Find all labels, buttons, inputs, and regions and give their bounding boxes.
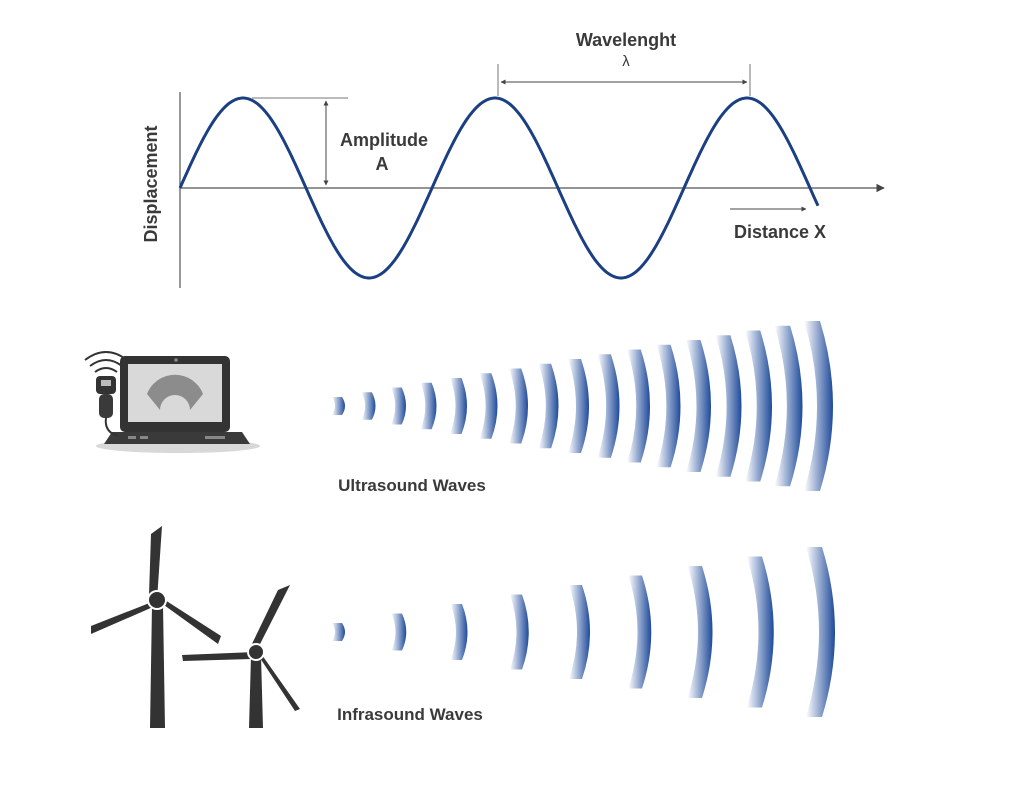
ultrasound-wave-band <box>450 378 467 434</box>
infrasound-wave-band <box>806 547 835 717</box>
wind-turbine-large <box>91 526 221 728</box>
infrasound-wave-band <box>687 566 713 698</box>
infrasound-wave-band <box>628 575 652 689</box>
ultrasound-wave-band <box>509 368 528 444</box>
infrasound-wave-band <box>746 556 774 708</box>
amplitude-label: Amplitude <box>340 130 428 150</box>
wind-turbine-small <box>182 585 300 728</box>
ultrasound-wave-band <box>420 382 437 430</box>
ultrasound-machine-icon <box>84 351 260 453</box>
ultrasound-wave-band <box>774 325 803 487</box>
y-axis-label: Displacement <box>141 125 161 242</box>
infrasound-wave-band <box>569 585 590 679</box>
ultrasound-wave-band <box>627 349 650 463</box>
ultrasound-wave-band <box>361 392 376 420</box>
ultrasound-wave-band <box>656 344 681 468</box>
ultrasound-wave-band <box>745 330 772 482</box>
wavelength-symbol: λ <box>622 53 630 70</box>
ultrasound-wave-band <box>538 363 559 449</box>
ultrasound-wave-band <box>804 321 833 491</box>
ultrasound-wave-band <box>391 387 406 425</box>
wind-turbine-icon <box>91 526 300 728</box>
wavelength-label: Wavelenght <box>576 30 676 50</box>
infrasound-wave-bands <box>332 547 835 717</box>
infrasound-wave-band <box>509 594 529 670</box>
ultrasound-wave-bands <box>332 321 833 491</box>
amplitude-symbol: A <box>376 154 389 174</box>
x-axis-label: Distance X <box>734 222 826 242</box>
infrasound-wave-band <box>332 623 345 641</box>
infrasound-label: Infrasound Waves <box>337 705 483 724</box>
sine-wave <box>178 96 820 280</box>
ultrasound-wave-band <box>332 397 345 415</box>
infrasound-wave-band <box>450 604 468 660</box>
ultrasound-wave-band <box>686 340 711 472</box>
wave-graph: Amplitude A Wavelenght λ Displacement Di… <box>141 30 885 288</box>
ultrasound-wave-band <box>568 359 589 453</box>
ultrasound-wave-band <box>479 373 498 439</box>
ultrasound-wave-band <box>597 354 620 458</box>
infrasound-wave-band <box>391 613 407 651</box>
ultrasound-wave-band <box>715 335 742 477</box>
ultrasound-label: Ultrasound Waves <box>338 476 486 495</box>
